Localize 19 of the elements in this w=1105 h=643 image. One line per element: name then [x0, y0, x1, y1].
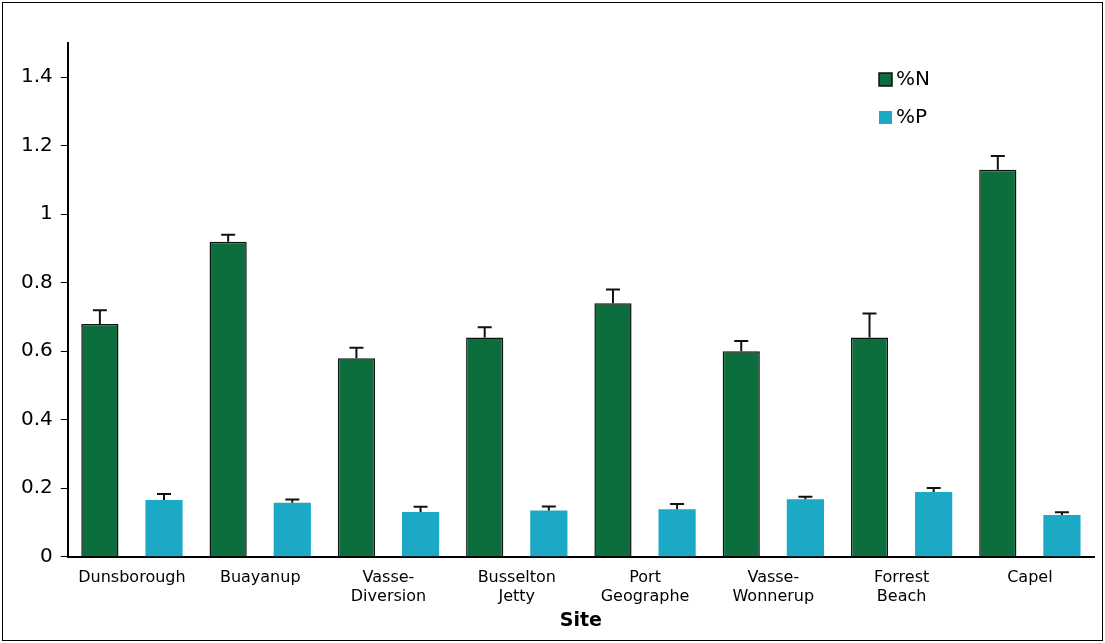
x-tick-label: Capel — [1007, 566, 1053, 586]
x-tick-label: Forrest Beach — [873, 566, 930, 605]
y-tick-label: 0.8 — [20, 268, 53, 293]
y-tick-label: 0.6 — [20, 337, 53, 362]
legend-label: %P — [896, 104, 928, 129]
x-axis-title: Site — [559, 607, 602, 630]
x-tick-label: Dunsborough — [78, 566, 186, 586]
y-tick-label: 1.4 — [20, 63, 53, 88]
legend-label: %N — [896, 66, 930, 91]
y-tick-label: 1 — [40, 200, 53, 225]
y-tick-label: 0.4 — [20, 405, 53, 430]
x-tick-label: Buayanup — [219, 566, 301, 586]
x-tick-label: Vasse-Diversion — [350, 566, 427, 605]
y-tick-label: 0.2 — [20, 474, 53, 499]
x-tick-label: Port Geographe — [600, 566, 690, 605]
x-tick-label: Vasse-Wonnerup — [732, 566, 815, 605]
y-tick-label: 1.2 — [20, 131, 53, 156]
y-tick-label: 0 — [40, 543, 53, 567]
x-tick-label: Busselton Jetty — [477, 566, 556, 605]
